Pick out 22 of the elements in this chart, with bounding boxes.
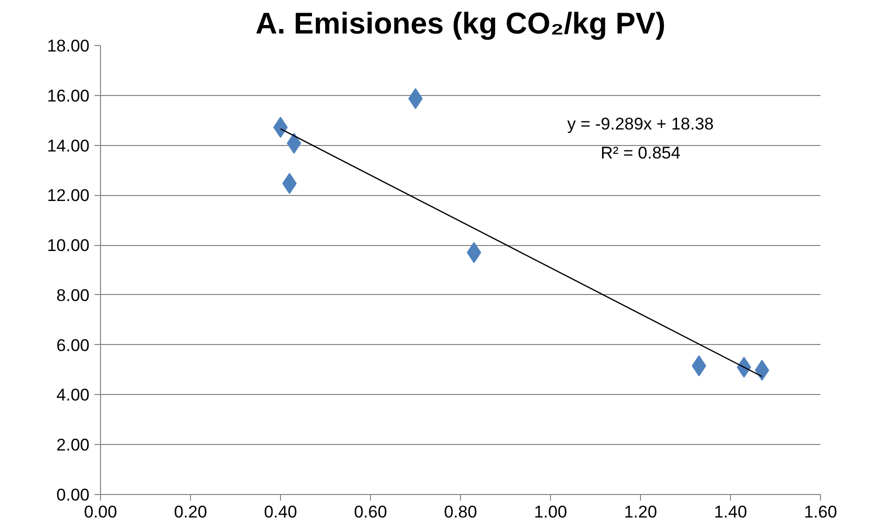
y-tick-label: 10.00 xyxy=(46,236,90,256)
x-tick-label: 0.40 xyxy=(264,502,298,522)
x-tick-label: 0.20 xyxy=(174,502,208,522)
x-tick-label: 1.40 xyxy=(714,502,748,522)
annotation: R² = 0.854 xyxy=(600,143,680,162)
y-tick-label: 14.00 xyxy=(46,136,90,156)
y-tick-label: 8.00 xyxy=(56,286,90,305)
y-tick-label: 4.00 xyxy=(56,386,90,405)
y-tick-label: 0.00 xyxy=(56,486,90,504)
y-tick-label: 12.00 xyxy=(46,186,90,206)
x-tick-label: 0.00 xyxy=(84,502,118,522)
chart-title: A. Emisiones (kg CO₂/kg PV) xyxy=(255,8,666,40)
y-tick-label: 6.00 xyxy=(56,336,90,355)
y-tick-label: 2.00 xyxy=(56,436,90,455)
annotation: y = -9.289x + 18.38 xyxy=(567,114,714,134)
x-tick-label: 0.60 xyxy=(354,502,388,522)
x-tick-label: 0.80 xyxy=(444,502,478,522)
x-tick-label: 1.60 xyxy=(804,502,838,522)
x-tick-label: 1.00 xyxy=(534,502,568,522)
x-tick-label: 1.20 xyxy=(624,502,658,522)
y-tick-label: 16.00 xyxy=(46,86,90,106)
y-tick-label: 18.00 xyxy=(46,36,90,56)
